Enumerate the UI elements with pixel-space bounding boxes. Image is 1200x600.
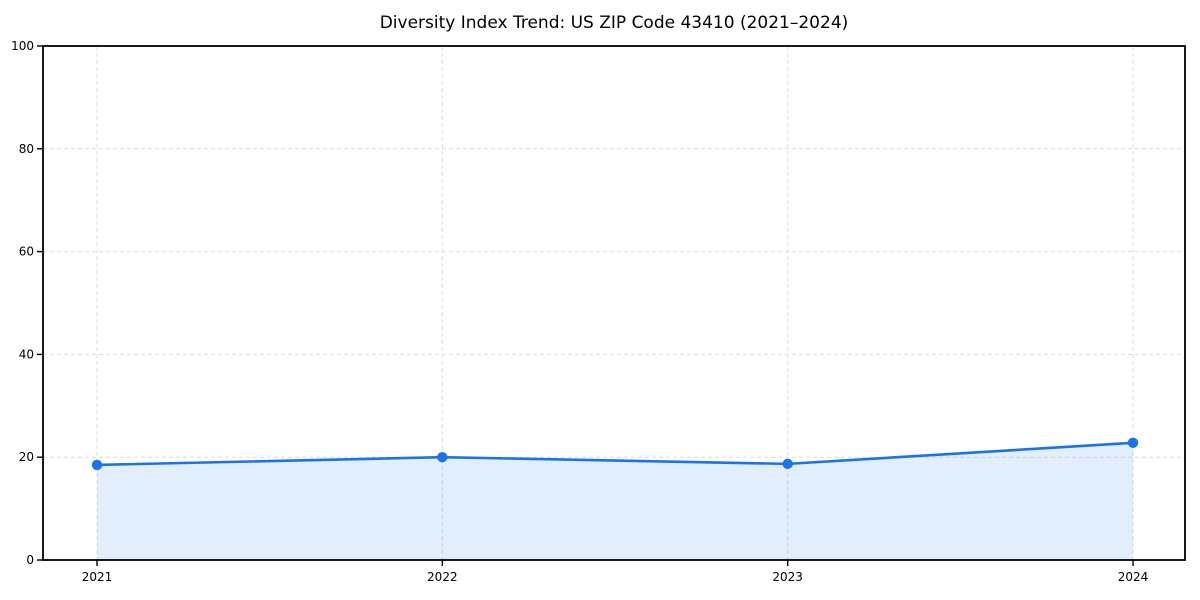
trend-line — [95, 441, 1135, 467]
data-point-2021 — [91, 459, 103, 471]
chart-title: Diversity Index Trend: US ZIP Code 43410… — [379, 13, 849, 33]
trend-line-group — [95, 441, 1135, 467]
data-point-2022 — [437, 452, 448, 463]
y-tick-label: 20 — [19, 450, 34, 464]
area-fill-group — [97, 442, 1133, 560]
y-tick-label: 40 — [19, 347, 34, 361]
x-tick-label: 2022 — [427, 570, 458, 584]
y-tick-label: 0 — [26, 553, 34, 567]
data-point-2024 — [1127, 437, 1139, 449]
axes-group — [37, 45, 1186, 566]
area-fill — [97, 442, 1133, 560]
y-tick-label: 60 — [19, 245, 34, 259]
data-point-2023 — [782, 458, 793, 470]
x-tick-label: 2023 — [772, 570, 803, 584]
x-tick-label: 2024 — [1118, 570, 1149, 584]
y-tick-label: 80 — [19, 142, 34, 156]
tick-labels-group: 0 20 40 60 80 100 2021 2022 2023 2024 — [11, 39, 1148, 584]
x-tick-label: 2021 — [82, 570, 113, 584]
plot-border — [42, 45, 1186, 561]
y-tick-label: 100 — [11, 39, 34, 53]
data-points-group — [91, 437, 1139, 471]
